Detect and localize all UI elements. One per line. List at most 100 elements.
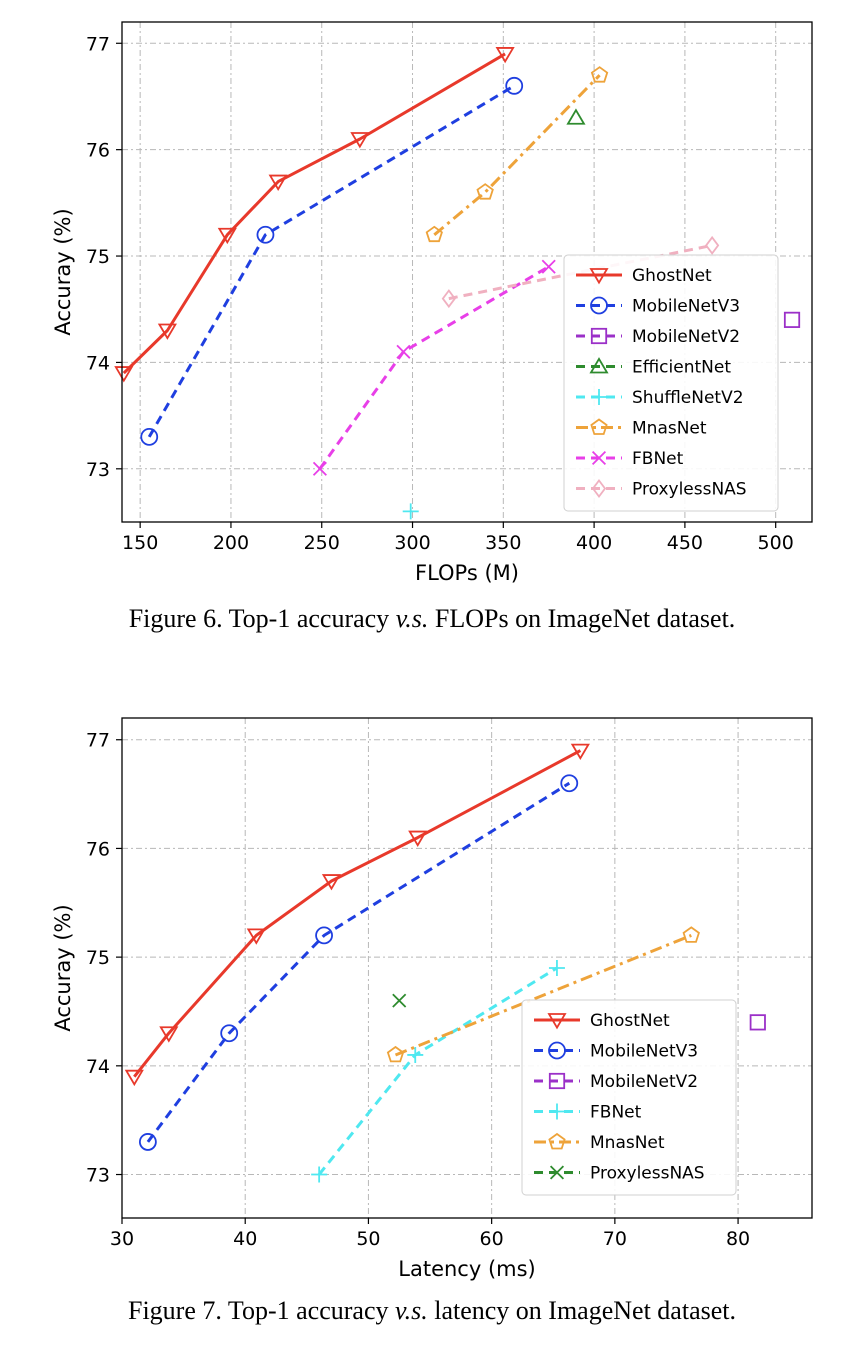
plot-frame	[121, 21, 813, 523]
legend-marker	[590, 418, 608, 435]
legend-entry-proxylessnas: ProxylessNAS	[632, 480, 747, 500]
plot-frame	[121, 717, 813, 1219]
y-tick-label: 76	[86, 838, 110, 860]
data-point	[396, 344, 411, 359]
legend-box	[563, 254, 779, 512]
y-tick-label: 76	[86, 140, 110, 162]
series-proxylessnas	[441, 235, 720, 309]
caption-prefix: Figure 7. Top-1 accuracy	[128, 1296, 395, 1325]
series-mobilenetv2	[783, 311, 801, 328]
series-efficientnet	[566, 108, 586, 125]
data-point	[140, 427, 159, 446]
legend-marker	[547, 1013, 567, 1030]
data-point	[138, 1133, 157, 1151]
data-point	[220, 1024, 239, 1043]
y-tick-label: 73	[86, 459, 110, 481]
legend-entry-mobilenetv3: MobileNetV3	[632, 297, 740, 317]
chart-6: 150 200 250 300 350 400 450 500 73 74 75 76 77 FLOPs …	[51, 21, 813, 585]
series-proxylessnas	[392, 993, 407, 1008]
data-point	[124, 1069, 144, 1087]
y-tick-label: 74	[86, 1056, 110, 1078]
legend-marker	[549, 1165, 565, 1180]
caption-suffix: FLOPs on ImageNet dataset.	[428, 604, 736, 633]
caption-vs: v.s.	[395, 1296, 428, 1325]
legend-entry-mobilenetv3: MobileNetV3	[590, 1042, 698, 1062]
x-tick-label: 60	[480, 1228, 504, 1250]
legend-marker	[591, 479, 607, 498]
y-tick-label: 73	[86, 1165, 110, 1187]
data-point	[246, 928, 266, 945]
data-point	[402, 503, 419, 520]
data-point	[476, 183, 494, 200]
data-point	[495, 47, 515, 64]
data-point	[570, 743, 590, 760]
series-line	[318, 265, 550, 470]
data-point	[256, 225, 275, 244]
legend-entry-mobilenetv2: MobileNetV2	[632, 327, 740, 347]
data-point	[407, 1046, 424, 1063]
caption-vs: v.s.	[395, 604, 429, 633]
data-point	[350, 132, 370, 149]
figure-7-caption: Figure 7. Top-1 accuracy v.s. latency on…	[0, 1296, 864, 1326]
data-point	[315, 926, 333, 945]
series-line	[394, 934, 692, 1057]
series-fbnet	[311, 960, 565, 1183]
legend-marker	[548, 1132, 566, 1150]
caption-suffix: latency on ImageNet dataset.	[427, 1296, 736, 1325]
legend-entry-fbnet: FBNet	[590, 1103, 642, 1123]
x-tick-label: 50	[356, 1228, 380, 1250]
x-tick-label: 80	[726, 1228, 750, 1250]
x-tick-label: 350	[485, 532, 521, 554]
x-tick-label: 400	[576, 532, 612, 554]
data-point	[217, 227, 237, 245]
x-tick-label: 30	[110, 1228, 134, 1250]
x-tick-label: 250	[304, 532, 340, 554]
series-line	[147, 84, 515, 438]
data-point	[321, 874, 342, 891]
legend-entry-mobilenetv2: MobileNetV2	[590, 1072, 698, 1092]
data-point	[749, 1014, 766, 1031]
data-point	[682, 926, 700, 943]
legend-entry-ghostnet: GhostNet	[590, 1011, 670, 1031]
legend-entry-mnasnet: MnasNet	[632, 419, 707, 439]
x-axis-label: FLOPs (M)	[415, 561, 519, 585]
legend-marker	[548, 1072, 566, 1090]
x-tick-label: 40	[233, 1228, 257, 1250]
data-point	[159, 1026, 179, 1043]
figure-6-caption: Figure 6. Top-1 accuracy v.s. FLOPs on I…	[0, 604, 864, 634]
legend-marker	[589, 268, 609, 285]
series-line	[146, 781, 571, 1143]
legend-marker	[591, 450, 607, 466]
series-shufflenetv2	[402, 503, 419, 520]
data-point	[566, 108, 586, 125]
series-mobilenetv3	[138, 774, 579, 1151]
x-tick-label: 70	[603, 1228, 627, 1250]
data-point	[441, 289, 456, 309]
series-line	[133, 749, 582, 1078]
y-tick-label: 75	[86, 947, 110, 969]
data-point	[408, 830, 428, 847]
legend-marker	[548, 1041, 566, 1060]
x-axis-label: Latency (ms)	[398, 1257, 535, 1281]
series-mnasnet	[425, 66, 609, 243]
y-axis-label: Accuray (%)	[51, 208, 75, 335]
y-tick-label: 75	[86, 246, 110, 268]
series-line	[122, 52, 506, 375]
legend-marker	[549, 1103, 565, 1120]
data-point	[505, 76, 524, 95]
series-mobilenetv2	[749, 1014, 766, 1031]
caption-prefix: Figure 6. Top-1 accuracy	[128, 604, 396, 633]
y-tick-label: 77	[86, 730, 110, 752]
chart-7: 30 40 50 60 70 80 73 74 75 76 77 Latency (ms) Accura…	[51, 717, 813, 1281]
legend-marker	[590, 296, 608, 315]
legend-entry-shufflenetv2: ShuffleNetV2	[632, 388, 744, 408]
legend: GhostNet MobileNetV3 MobileNetV2 EfficientN…	[563, 254, 779, 512]
data-point	[311, 1166, 328, 1183]
data-point	[268, 174, 288, 191]
data-point	[541, 259, 556, 274]
legend-marker	[589, 357, 609, 374]
x-tick-label: 500	[758, 532, 794, 554]
legend-entry-mnasnet: MnasNet	[590, 1133, 665, 1153]
x-tick-label: 200	[213, 532, 249, 554]
